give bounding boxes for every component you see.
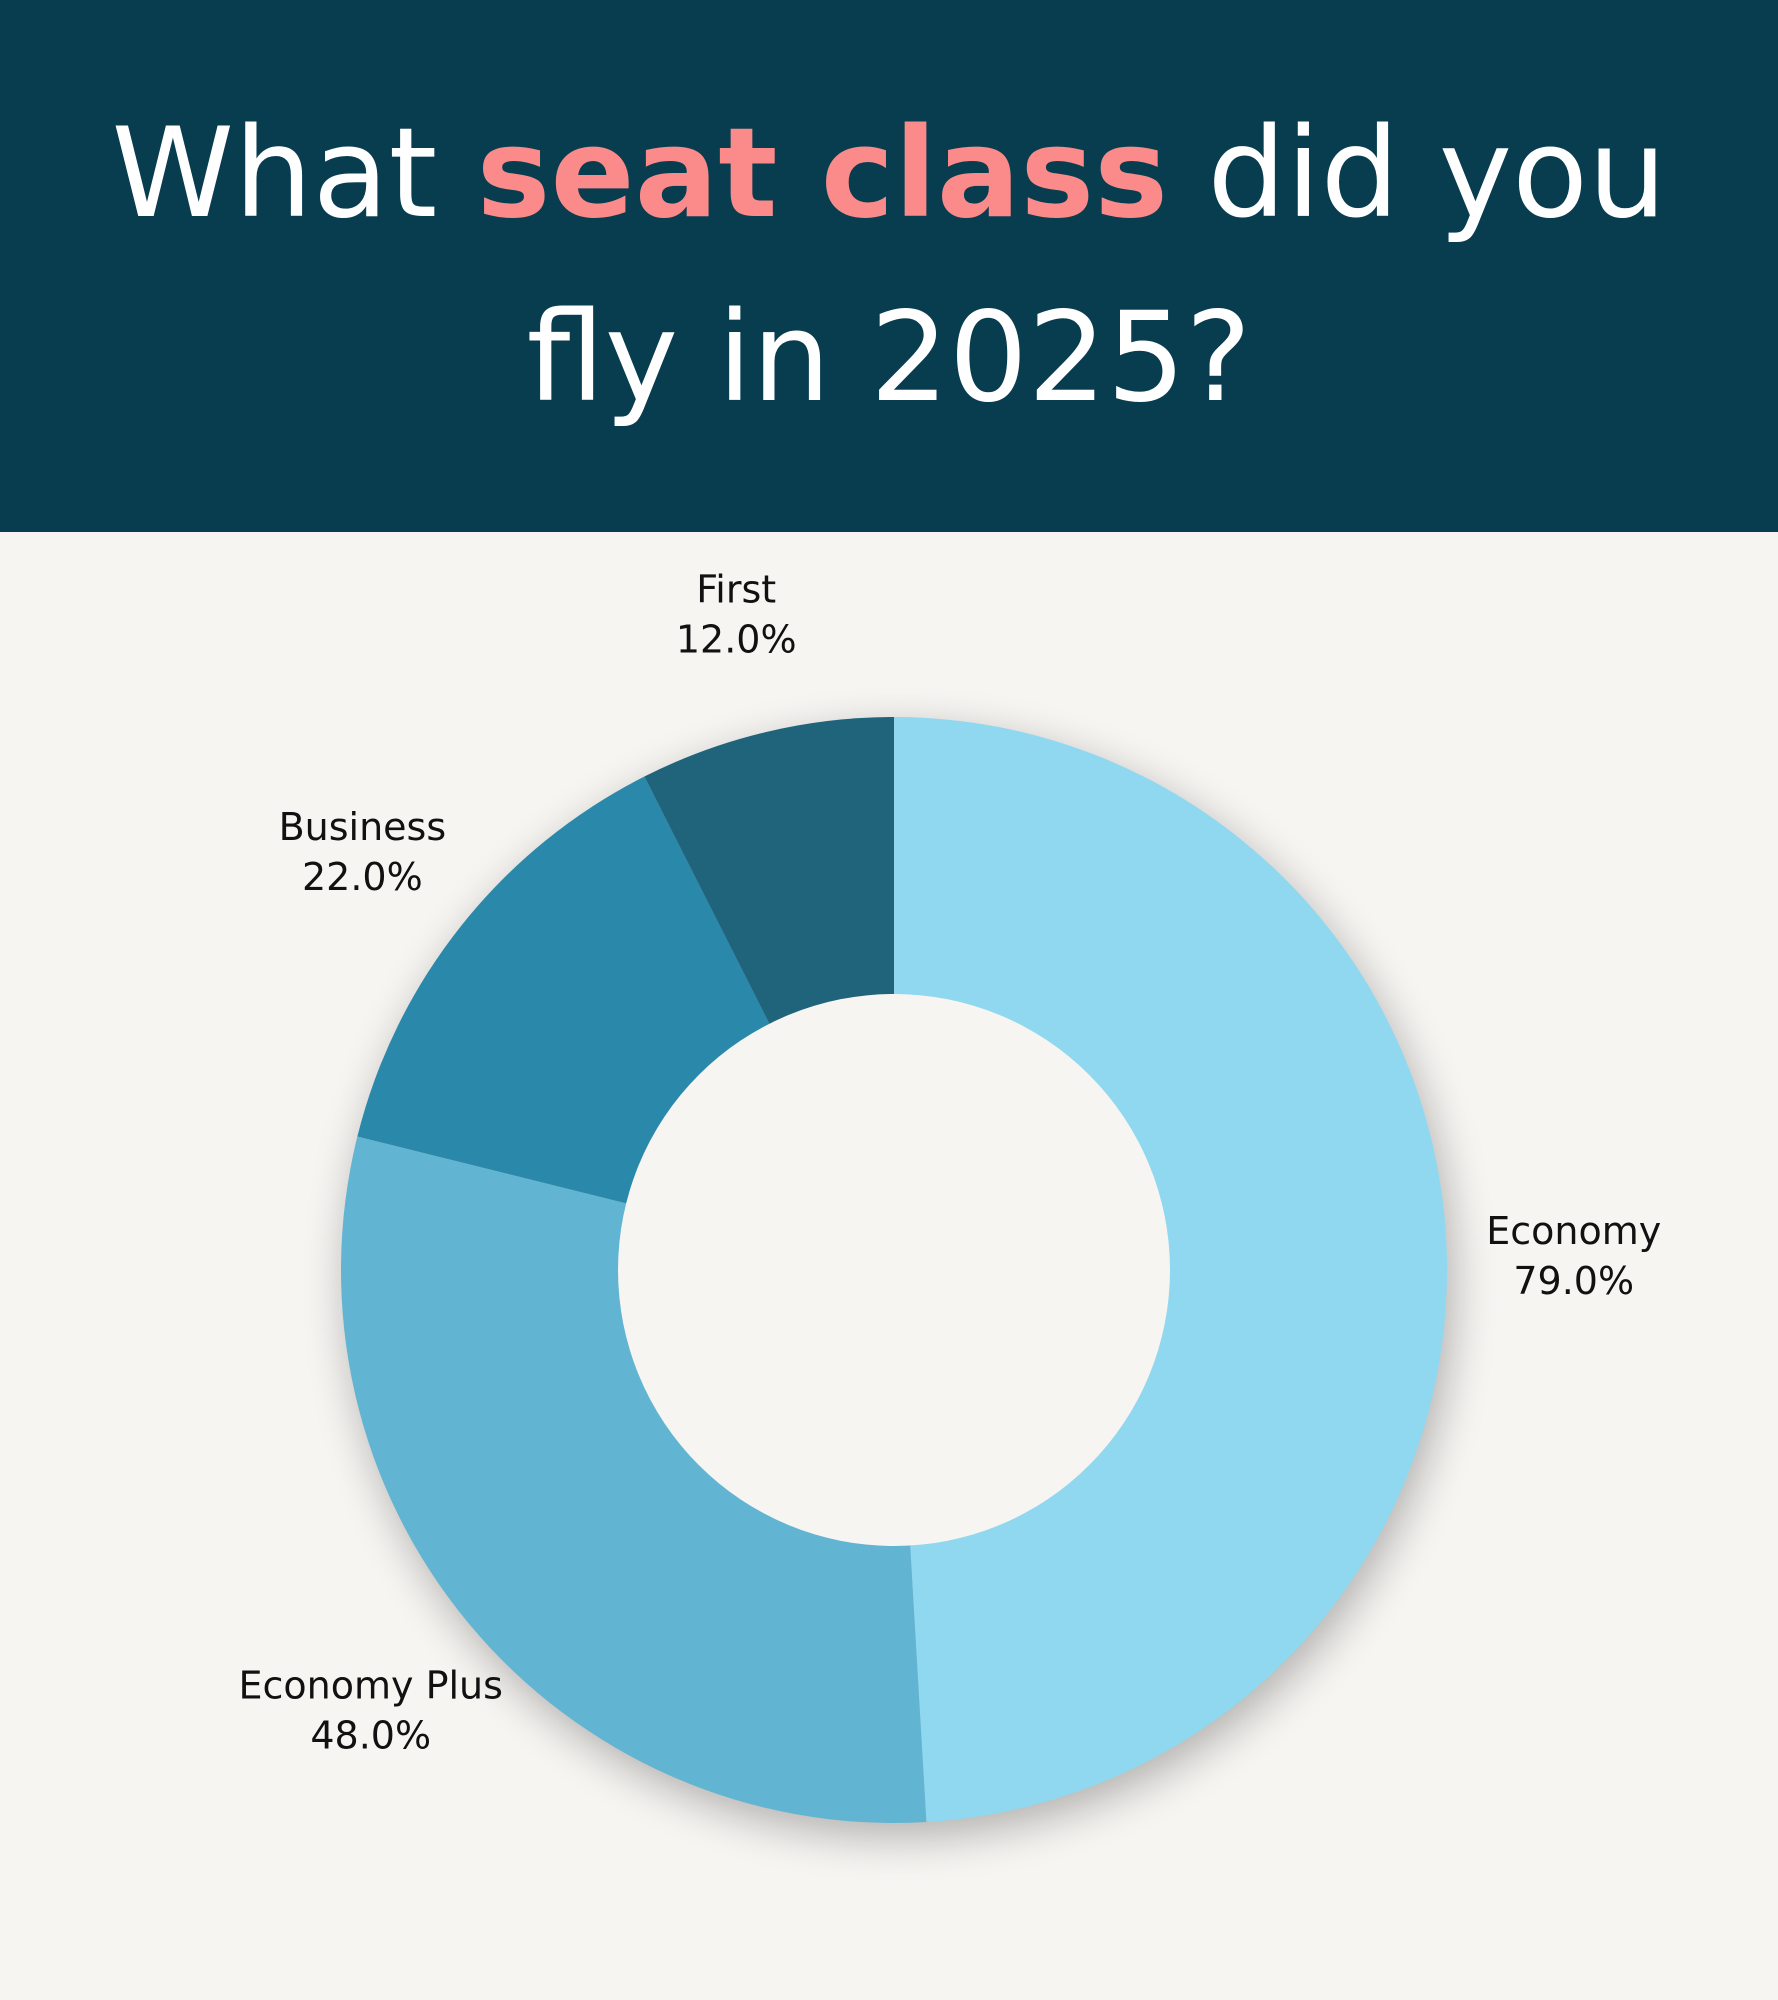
donut-chart: Economy 79.0% Economy Plus 48.0% Business 22.… <box>239 568 1661 1837</box>
slice-value-business: 22.0% <box>302 855 423 899</box>
title-text-after: did you <box>1168 102 1667 246</box>
slice-value-economy-plus: 48.0% <box>310 1713 431 1757</box>
donut-hole <box>618 994 1170 1546</box>
slice-economy <box>894 717 1447 1823</box>
title-banner: What seat class did you fly in 2025? <box>0 0 1778 532</box>
title-highlight: seat class <box>476 102 1168 246</box>
chart-area: Economy 79.0% Economy Plus 48.0% Business 22.… <box>0 532 1778 2000</box>
title-text-before: What <box>111 102 477 246</box>
slice-label-business: Business <box>279 805 447 849</box>
slice-value-economy: 79.0% <box>1513 1259 1634 1303</box>
chart-title-line-1: What seat class did you <box>0 112 1778 236</box>
slice-label-economy-plus: Economy Plus <box>239 1663 503 1707</box>
slice-label-economy: Economy <box>1486 1209 1661 1253</box>
chart-title-line-2: fly in 2025? <box>526 286 1252 430</box>
slice-value-first: 12.0% <box>676 618 797 662</box>
slice-label-first: First <box>696 568 776 612</box>
